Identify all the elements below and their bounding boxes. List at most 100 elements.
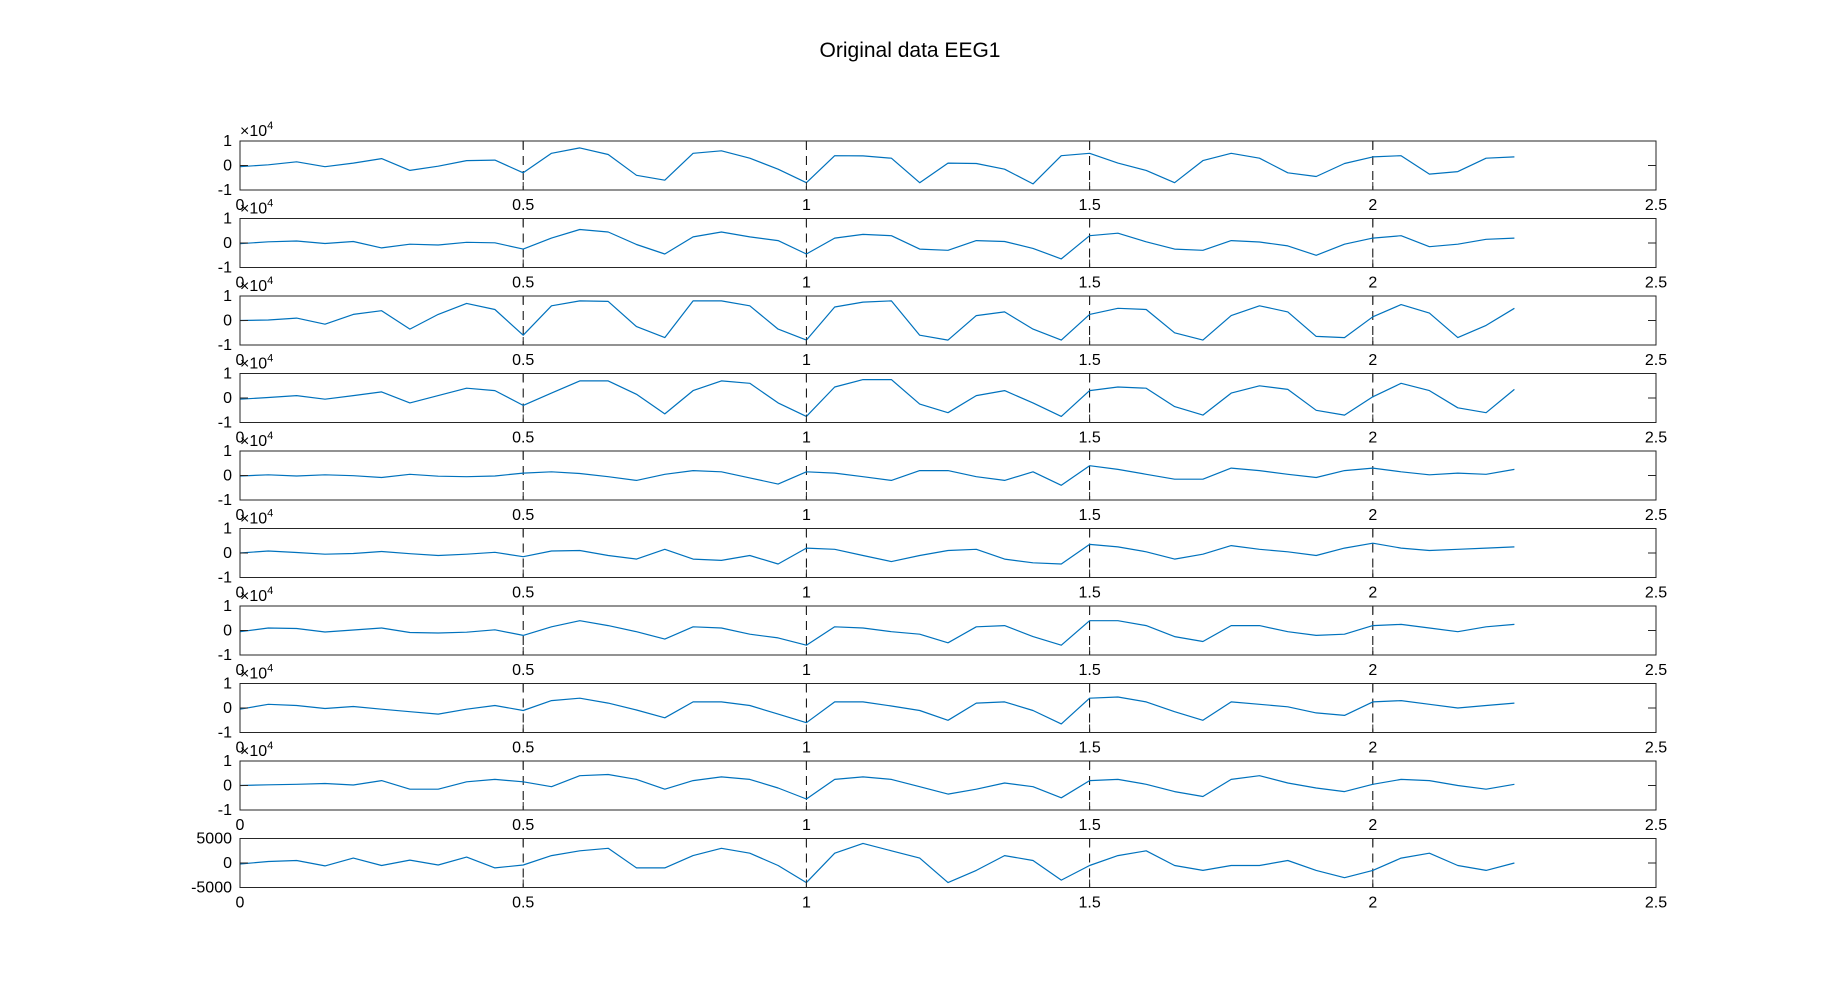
x-tick-label: 2.5 [1645, 740, 1667, 757]
signal-line [239, 465, 1515, 486]
x-tick-label: 2 [1368, 585, 1377, 602]
y-exponent-label: ×104 [240, 585, 273, 605]
x-tick-label: 0.5 [512, 740, 534, 757]
x-tick-label: 2 [1368, 352, 1377, 369]
x-tick-label: 1 [802, 895, 811, 912]
x-tick-label: 1 [802, 430, 811, 447]
signal-line [239, 620, 1515, 646]
y-exponent-base: ×10 [240, 666, 267, 683]
y-tick-label: -1 [218, 182, 232, 199]
y-tick-label: -5000 [191, 880, 232, 897]
y-exponent-label: ×104 [240, 353, 273, 373]
x-tick-label: 0 [236, 895, 245, 912]
y-tick-label: 1 [223, 676, 232, 693]
x-tick-label: 2.5 [1645, 430, 1667, 447]
x-tick-label: 0 [236, 197, 245, 214]
signal-line [239, 147, 1515, 185]
x-tick-label: 0 [236, 430, 245, 447]
x-tick-label: 1 [802, 740, 811, 757]
y-tick-label: 0 [223, 700, 232, 717]
x-tick-label: 2 [1368, 662, 1377, 679]
y-tick-label: 1 [223, 133, 232, 150]
y-exponent-label: ×104 [240, 275, 273, 295]
x-tick-label: 0.5 [512, 430, 534, 447]
x-tick-label: 0 [236, 585, 245, 602]
y-exponent-base: ×10 [240, 123, 267, 140]
y-tick-label: -1 [218, 647, 232, 664]
x-tick-label: 0.5 [512, 507, 534, 524]
x-tick-label: 2 [1368, 197, 1377, 214]
y-exponent-label: ×104 [240, 508, 273, 528]
x-tick-label: 2 [1368, 430, 1377, 447]
signal-line [239, 773, 1515, 800]
x-tick-label: 1.5 [1078, 430, 1100, 447]
x-tick-label: 0.5 [512, 275, 534, 292]
signal-line [239, 542, 1515, 565]
x-tick-label: 2 [1368, 895, 1377, 912]
x-tick-label: 1.5 [1078, 275, 1100, 292]
y-tick-label: 0 [223, 855, 232, 872]
signal-line [239, 228, 1515, 260]
x-tick-label: 2.5 [1645, 507, 1667, 524]
y-exponent-label: ×104 [240, 120, 273, 140]
y-tick-label: -1 [218, 337, 232, 354]
x-tick-label: 1.5 [1078, 817, 1100, 834]
y-tick-label: -1 [218, 260, 232, 277]
y-exponent-power: 4 [267, 740, 273, 752]
y-exponent-power: 4 [267, 275, 273, 287]
x-tick-label: 1 [802, 817, 811, 834]
y-tick-label: 0 [223, 778, 232, 795]
y-tick-label: 1 [223, 521, 232, 538]
x-tick-label: 2 [1368, 507, 1377, 524]
y-tick-label: 5000 [196, 831, 232, 848]
x-tick-label: 0 [236, 275, 245, 292]
x-tick-label: 0.5 [512, 585, 534, 602]
y-tick-label: 0 [223, 158, 232, 175]
y-exponent-label: ×104 [240, 740, 273, 760]
y-tick-label: 0 [223, 390, 232, 407]
x-tick-label: 2 [1368, 275, 1377, 292]
y-exponent-label: ×104 [240, 198, 273, 218]
x-tick-label: 1.5 [1078, 507, 1100, 524]
y-exponent-base: ×10 [240, 511, 267, 528]
x-tick-label: 2 [1368, 817, 1377, 834]
x-tick-label: 0 [236, 507, 245, 524]
y-tick-label: 1 [223, 366, 232, 383]
y-tick-label: 0 [223, 313, 232, 330]
x-tick-label: 0 [236, 662, 245, 679]
x-tick-label: 0.5 [512, 352, 534, 369]
y-tick-label: 0 [223, 235, 232, 252]
y-tick-label: 1 [223, 288, 232, 305]
x-tick-label: 2 [1368, 740, 1377, 757]
y-tick-label: 1 [223, 443, 232, 460]
y-exponent-base: ×10 [240, 278, 267, 295]
signal-line [239, 696, 1515, 725]
y-exponent-power: 4 [267, 585, 273, 597]
x-tick-label: 1.5 [1078, 740, 1100, 757]
y-tick-label: -1 [218, 492, 232, 509]
x-tick-label: 2.5 [1645, 662, 1667, 679]
y-tick-label: 1 [223, 753, 232, 770]
x-tick-label: 1.5 [1078, 585, 1100, 602]
x-tick-label: 1 [802, 197, 811, 214]
x-tick-label: 0.5 [512, 817, 534, 834]
x-tick-label: 0 [236, 740, 245, 757]
y-exponent-power: 4 [267, 430, 273, 442]
y-exponent-base: ×10 [240, 433, 267, 450]
x-tick-label: 1 [802, 662, 811, 679]
x-tick-label: 2.5 [1645, 585, 1667, 602]
x-tick-label: 2.5 [1645, 352, 1667, 369]
y-tick-label: -1 [218, 725, 232, 742]
y-tick-label: -1 [218, 570, 232, 587]
x-tick-label: 2.5 [1645, 275, 1667, 292]
y-tick-label: 1 [223, 598, 232, 615]
